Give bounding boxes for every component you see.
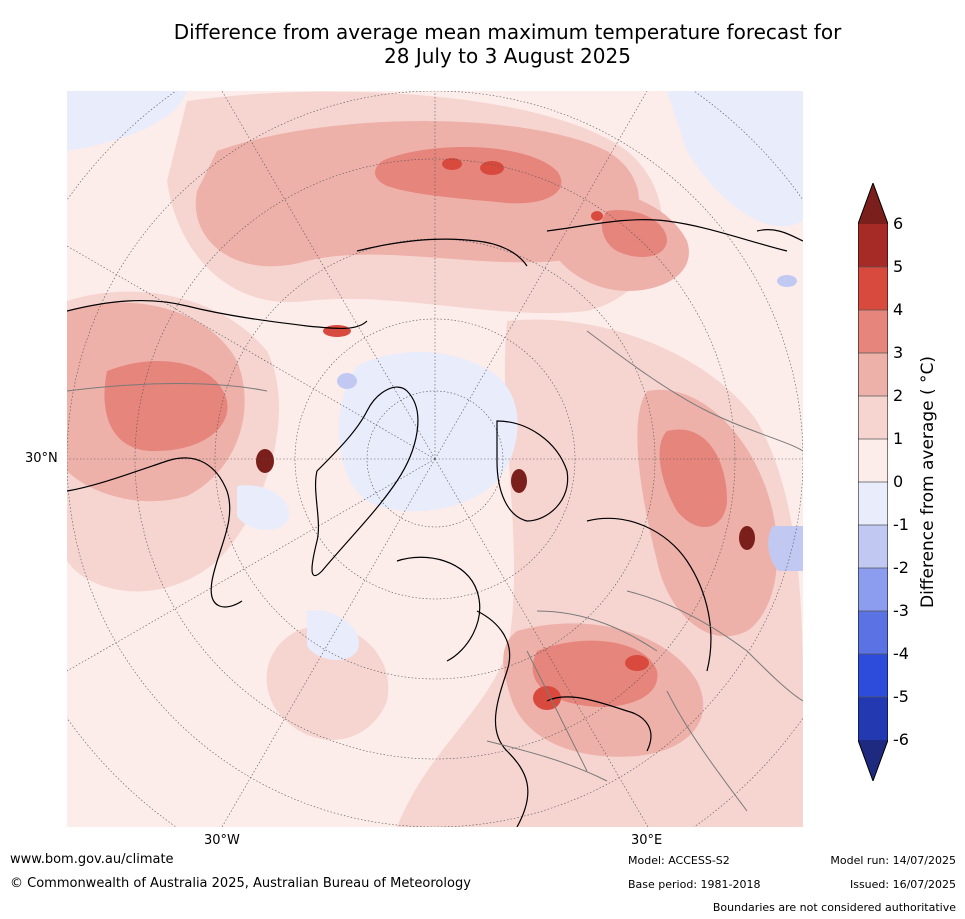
graticule — [67, 91, 803, 827]
colorbar-band-3-4 — [858, 310, 888, 353]
colorbar-tick: 1 — [893, 429, 904, 448]
title-line-1: Difference from average mean maximum tem… — [173, 20, 842, 44]
north-america-coast — [67, 457, 243, 608]
country-boundaries — [67, 330, 803, 812]
colorbar-band-m2-m1 — [858, 525, 888, 568]
iceland-norway — [396, 556, 481, 662]
colorbar-band-m3-m2 — [858, 568, 888, 611]
model-text: Model: ACCESS-S2 — [628, 854, 730, 867]
anomaly-minus-1-to-0-regions — [67, 91, 803, 661]
colorbar-tick: 2 — [893, 386, 904, 405]
model-run-text: Model run: 14/07/2025 — [830, 854, 956, 867]
issued-text: Issued: 16/07/2025 — [849, 878, 956, 891]
anomaly-minus-2-to-minus-1-regions — [337, 275, 803, 571]
colorbar-tick: 6 — [893, 214, 904, 233]
colorbar-tick: 0 — [893, 472, 904, 491]
colorbar-tick: -2 — [893, 558, 909, 577]
map-svg — [67, 91, 803, 827]
colorbar-tick: -6 — [893, 730, 909, 749]
colorbar-tick: -5 — [893, 687, 909, 706]
lat-label-30n: 30°N — [25, 451, 58, 466]
colorbar-tick: -3 — [893, 601, 909, 620]
colorbar-tick: 5 — [893, 257, 904, 276]
colorbar-band-1-2 — [858, 396, 888, 439]
siberia-coast-west — [356, 238, 528, 267]
colorbar-title: Difference from average ( °C) — [918, 355, 938, 609]
asia-coast — [586, 517, 712, 672]
colorbar-tick: 3 — [893, 343, 904, 362]
black-sea-coast — [546, 696, 652, 752]
alaska-coast — [67, 299, 368, 330]
colorbar-band-m1-0 — [858, 482, 888, 525]
siberia-coast-east — [546, 219, 788, 252]
colorbar-band-m4-m3 — [858, 611, 888, 654]
website-link[interactable]: www.bom.gov.au/climate — [10, 852, 174, 867]
base-period-text: Base period: 1981-2018 — [628, 878, 761, 891]
lon-label-30e: 30°E — [631, 833, 663, 848]
lon-label-30w: 30°W — [204, 833, 240, 848]
colorbar-extend-top — [858, 183, 888, 224]
coastlines — [67, 219, 803, 827]
colorbar-tick: 4 — [893, 300, 904, 319]
chart-title: Difference from average mean maximum tem… — [60, 20, 955, 68]
colorbar-tick: -4 — [893, 644, 909, 663]
colorbar-band-0-1 — [858, 439, 888, 482]
colorbar-tick: -1 — [893, 515, 909, 534]
greenland-coast — [311, 386, 419, 577]
colorbar-extend-bottom — [858, 740, 888, 781]
colorbar — [857, 181, 889, 783]
copyright-text: © Commonwealth of Australia 2025, Austra… — [10, 876, 471, 891]
anomaly-above-6-regions — [256, 449, 755, 550]
svalbard-novaya-zemlya — [496, 420, 569, 522]
colorbar-svg — [857, 181, 889, 783]
europe-coast — [476, 610, 529, 827]
colorbar-band-m5-m4 — [858, 654, 888, 697]
disclaimer-text: Boundaries are not considered authoritat… — [712, 901, 956, 914]
colorbar-band-2-3 — [858, 353, 888, 396]
colorbar-band-m6-m5 — [858, 697, 888, 740]
forecast-map — [67, 91, 803, 827]
far-east-coast — [756, 229, 803, 242]
colorbar-dividers — [858, 266, 888, 698]
colorbar-band-5-6 — [858, 224, 888, 267]
colorbar-band-4-5 — [858, 267, 888, 310]
title-line-2: 28 July to 3 August 2025 — [384, 44, 631, 68]
